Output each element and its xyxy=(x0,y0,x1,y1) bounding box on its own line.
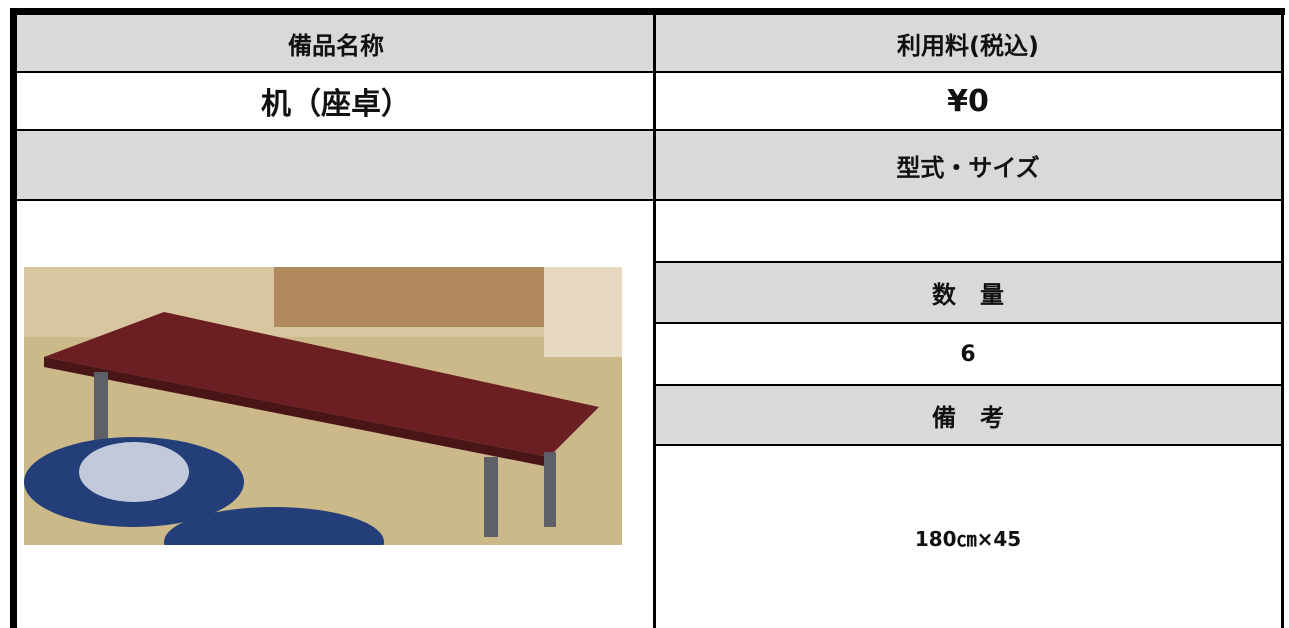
remarks: 180㎝×45 xyxy=(914,526,1022,551)
empty-cell xyxy=(17,131,655,201)
quantity-label: 数 量 xyxy=(655,263,1281,324)
quantity: 6 xyxy=(655,324,1281,386)
header-fee: 利用料(税込) xyxy=(655,15,1281,73)
column-divider xyxy=(653,15,656,628)
right-border xyxy=(1281,8,1284,628)
top-border xyxy=(10,8,1285,15)
photo xyxy=(24,267,622,545)
model-size-value xyxy=(655,201,1281,263)
remarks-label: 備 考 xyxy=(655,386,1281,446)
model-size-label: 型式・サイズ xyxy=(655,131,1281,201)
left-border xyxy=(10,8,17,628)
fee: ¥0 xyxy=(655,73,1281,131)
item-name: 机（座卓） xyxy=(17,73,655,131)
header-name: 備品名称 xyxy=(17,15,655,73)
